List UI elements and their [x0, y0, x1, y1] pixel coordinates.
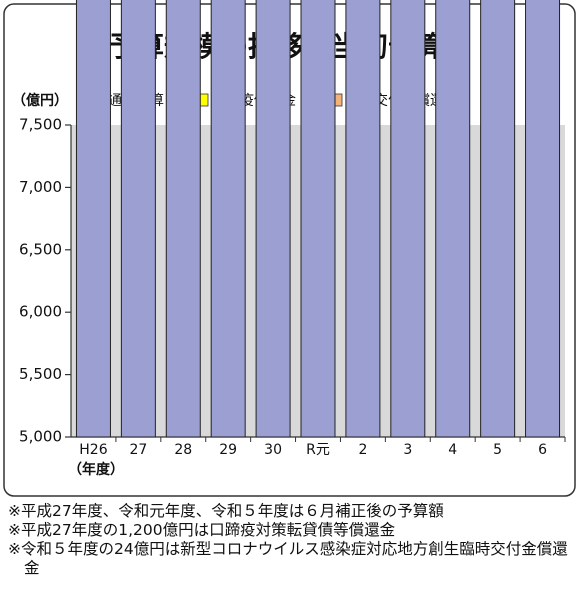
y-tick-label: 7,500 [19, 116, 62, 134]
bar-segment [210, 0, 246, 438]
bar-segment [390, 0, 426, 438]
x-tick-label: H26 [79, 442, 107, 458]
x-tick-label: 4 [448, 442, 457, 458]
bar-segment [120, 0, 156, 438]
note: ※平成27年度、令和元年度、令和５年度は６月補正後の予算額 [8, 502, 444, 520]
x-tick-label: R元 [306, 442, 330, 458]
x-tick-label: 3 [403, 442, 412, 458]
bar-segment [345, 0, 381, 438]
bar-segment [75, 0, 111, 438]
bar-segment [525, 0, 561, 438]
note: ※平成27年度の1,200億円は口蹄疫対策転貸債等償還金 [8, 521, 396, 539]
x-tick-label: 30 [264, 442, 282, 458]
x-axis-label: （年度） [68, 461, 124, 478]
chart: 予算規模の推移（当初予算） （億円） （年度） 5,0005,5006,0006… [3, 0, 576, 497]
x-tick-label: 2 [358, 442, 367, 458]
y-tick-label: 5,500 [19, 365, 62, 383]
x-tick-label: 29 [219, 442, 237, 458]
notes: ※平成27年度、令和元年度、令和５年度は６月補正後の予算額 ※平成27年度の1,2… [8, 502, 574, 578]
bar-segment [300, 0, 336, 438]
bar-segment [480, 0, 516, 438]
bar-segment [435, 0, 471, 438]
x-tick-label: 28 [174, 442, 192, 458]
note: ※令和５年度の24億円は新型コロナウイルス感染症対応地方創生臨時交付金償還金 [8, 540, 568, 577]
x-tick-label: 27 [129, 442, 147, 458]
bar-segment [255, 0, 291, 438]
y-tick-label: 6,500 [19, 240, 62, 258]
y-tick-label: 6,000 [19, 303, 62, 321]
x-tick-label: 5 [493, 442, 502, 458]
y-tick-label: 5,000 [19, 428, 62, 446]
y-tick-label: 7,000 [19, 178, 62, 196]
y-axis-label: （億円） [12, 92, 68, 109]
bar-segment [165, 0, 201, 438]
x-tick-label: 6 [538, 442, 547, 458]
